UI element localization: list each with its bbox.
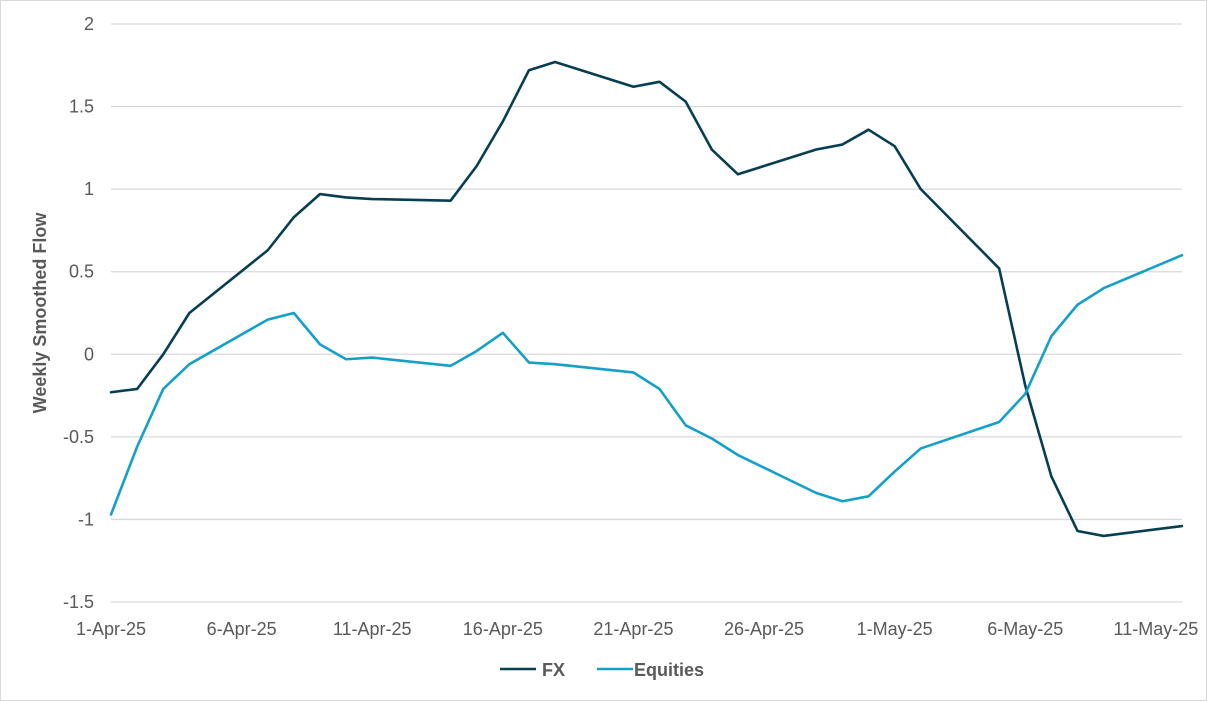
y-tick-label: 2 xyxy=(84,14,94,34)
x-tick-label: 6-Apr-25 xyxy=(207,619,277,639)
gridlines xyxy=(111,23,1182,603)
legend-label-equities: Equities xyxy=(634,660,704,680)
y-tick-label: 0 xyxy=(84,344,94,364)
x-tick-label: 6-May-25 xyxy=(987,619,1063,639)
y-tick-label: -0.5 xyxy=(63,427,94,447)
series-line-fx xyxy=(109,60,1184,538)
y-tick-label: -1.5 xyxy=(63,592,94,612)
y-tick-label: 1.5 xyxy=(69,97,94,117)
y-tick-labels: 2 1.5 1 0.5 0 -0.5 -1 -1.5 xyxy=(63,14,94,612)
x-tick-labels: 1-Apr-25 6-Apr-25 11-Apr-25 16-Apr-25 21-Apr… xyxy=(76,619,1198,639)
series-lines xyxy=(109,60,1184,538)
x-tick-label: 1-May-25 xyxy=(857,619,933,639)
x-tick-label: 1-Apr-25 xyxy=(76,619,146,639)
y-tick-label: -1 xyxy=(78,509,94,529)
x-tick-label: 26-Apr-25 xyxy=(724,619,804,639)
x-tick-label: 21-Apr-25 xyxy=(593,619,673,639)
x-tick-label: 11-May-25 xyxy=(1114,619,1199,639)
y-tick-label: 1 xyxy=(84,179,94,199)
legend-label-fx: FX xyxy=(542,660,565,680)
x-tick-label: 11-Apr-25 xyxy=(333,619,412,639)
legend: FX Equities xyxy=(500,660,704,680)
series-line-equities xyxy=(109,253,1184,516)
y-tick-label: 0.5 xyxy=(69,262,94,282)
y-axis-title: Weekly Smoothed Flow xyxy=(30,212,50,414)
x-tick-label: 16-Apr-25 xyxy=(463,619,543,639)
